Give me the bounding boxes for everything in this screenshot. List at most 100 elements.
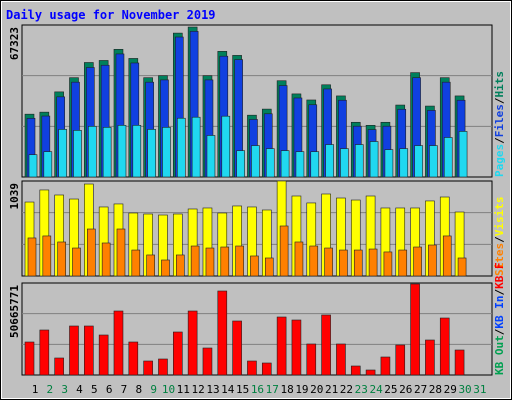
bar (339, 249, 348, 277)
bar (143, 360, 153, 376)
legend-separator: / (493, 137, 506, 144)
bar (116, 228, 126, 277)
bar (353, 249, 363, 277)
x-tick-label: 23 (355, 383, 368, 396)
bar (158, 358, 168, 376)
bar (428, 244, 437, 277)
bar (454, 349, 465, 376)
bar (176, 254, 185, 277)
legend-separator: / (493, 289, 506, 296)
x-tick-label: 29 (444, 383, 457, 396)
bar (398, 249, 408, 277)
x-tick-label: 8 (135, 383, 142, 396)
x-tick-label: 24 (369, 383, 383, 396)
x-tick-label: 27 (414, 383, 427, 396)
bar (98, 334, 109, 376)
legend-entry: Sites (493, 243, 506, 276)
bar (177, 117, 186, 178)
x-tick-label: 22 (340, 383, 353, 396)
bar (264, 257, 274, 277)
bar (336, 343, 346, 376)
bar (380, 356, 391, 376)
x-tick-label: 30 (458, 383, 471, 396)
legend-entry: Files (493, 104, 506, 137)
chart-title: Daily usage for November 2019 (6, 8, 216, 22)
bar (190, 245, 200, 277)
x-tick-label: 13 (206, 383, 219, 396)
bar (368, 248, 378, 277)
bar (442, 235, 452, 277)
x-tick-label: 17 (266, 383, 279, 396)
x-tick-label: 28 (429, 383, 442, 396)
bar (354, 144, 364, 178)
x-tick-label: 9 (150, 383, 157, 396)
bar (232, 320, 242, 376)
legend: Sites/Visits (493, 197, 506, 277)
x-tick-label: 25 (384, 383, 397, 396)
bar (220, 246, 230, 277)
bar (294, 241, 304, 277)
bar (24, 341, 35, 376)
y-tick-label: 1039 (8, 183, 21, 210)
bar (247, 360, 257, 376)
bar (261, 362, 272, 376)
legend-entry: Hits (493, 71, 506, 98)
bar (276, 316, 287, 376)
x-tick-label: 16 (251, 383, 264, 396)
legend-entry: KB Out (493, 335, 506, 375)
bar (310, 151, 320, 178)
x-tick-label: 2 (47, 383, 54, 396)
legend: Pages/Files/Hits (493, 71, 506, 177)
x-tick-label: 18 (280, 383, 293, 396)
bar (28, 154, 38, 178)
bar (132, 125, 142, 178)
bar (443, 137, 453, 178)
x-tick-label: 4 (76, 383, 83, 396)
bar (161, 259, 170, 277)
bar (205, 247, 215, 277)
bar (173, 331, 183, 376)
bar (399, 148, 409, 178)
bar (42, 235, 52, 277)
bar (350, 365, 361, 376)
bar (457, 257, 467, 277)
bar (410, 283, 420, 376)
bar (57, 241, 66, 277)
x-tick-label: 1 (32, 383, 39, 396)
bar (84, 325, 94, 376)
bar (101, 242, 111, 277)
bar (217, 290, 228, 376)
bar (87, 228, 96, 277)
bar (206, 135, 216, 178)
bar (146, 254, 155, 277)
bar (147, 129, 156, 178)
legend-entry: Pages (493, 144, 506, 177)
bar (383, 251, 393, 277)
bar (73, 130, 82, 178)
x-tick-label: 6 (106, 383, 113, 396)
bar (113, 310, 124, 376)
bar (365, 369, 376, 376)
bar (187, 310, 198, 376)
bar (236, 150, 245, 178)
x-tick-label: 11 (177, 383, 190, 396)
bar (221, 115, 231, 178)
bar (306, 343, 317, 376)
bar (54, 357, 64, 376)
bar (27, 237, 37, 277)
bar (279, 225, 289, 277)
y-tick-label: 50665771 (8, 285, 21, 338)
x-tick-label: 20 (310, 383, 323, 396)
legend-entry: KB In (493, 296, 506, 329)
x-tick-label: 14 (221, 383, 235, 396)
x-tick-label: 19 (295, 383, 308, 396)
bar (429, 145, 438, 178)
x-tick-label: 10 (162, 383, 175, 396)
legend-entry: KB F (493, 262, 506, 289)
x-tick-label: 3 (61, 383, 68, 396)
x-tick-label: 31 (473, 383, 486, 396)
bar (439, 317, 450, 376)
bar (117, 125, 127, 178)
bar (309, 245, 319, 277)
